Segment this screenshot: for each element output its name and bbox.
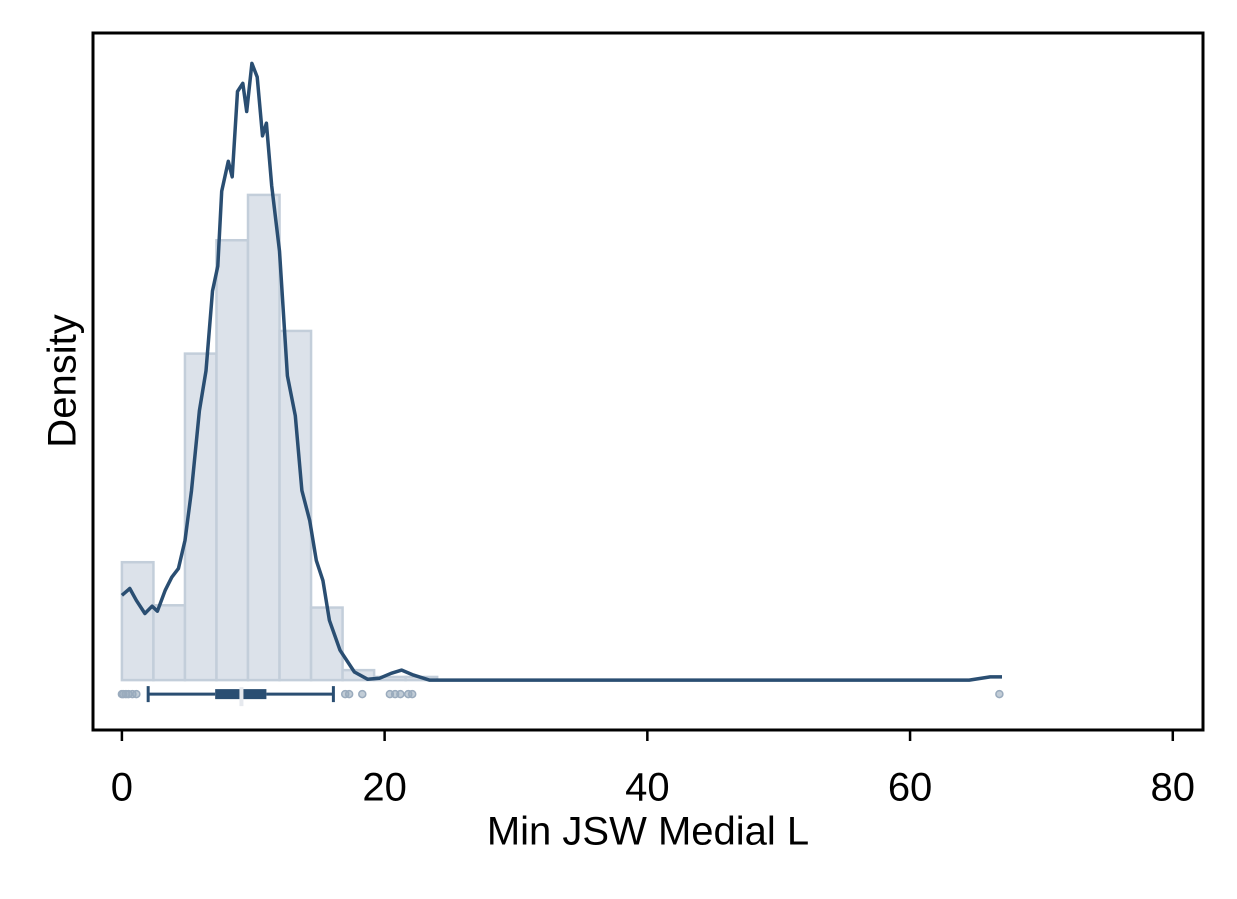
box-upper [241,689,267,700]
box-outlier [344,689,354,699]
box-outlier [407,689,417,699]
x-tick-label: 20 [362,766,407,810]
histogram-bar [120,560,155,682]
box-outlier [132,689,141,699]
histogram-bar [215,238,250,682]
x-tick-label: 0 [111,766,133,810]
density-line [120,61,1002,682]
x-tick-label: 60 [888,766,933,810]
x-axis-label: Min JSW Medial L [487,810,809,854]
box-lower [215,689,242,700]
x-tick-label: 80 [1151,766,1196,810]
histogram-bar [246,193,281,682]
y-axis-label: Density [41,314,85,447]
x-tick-label: 40 [625,766,670,810]
box-outlier [995,689,1004,699]
box-outlier [358,689,367,699]
histogram-bar [152,604,187,682]
box-outlier [396,689,405,699]
